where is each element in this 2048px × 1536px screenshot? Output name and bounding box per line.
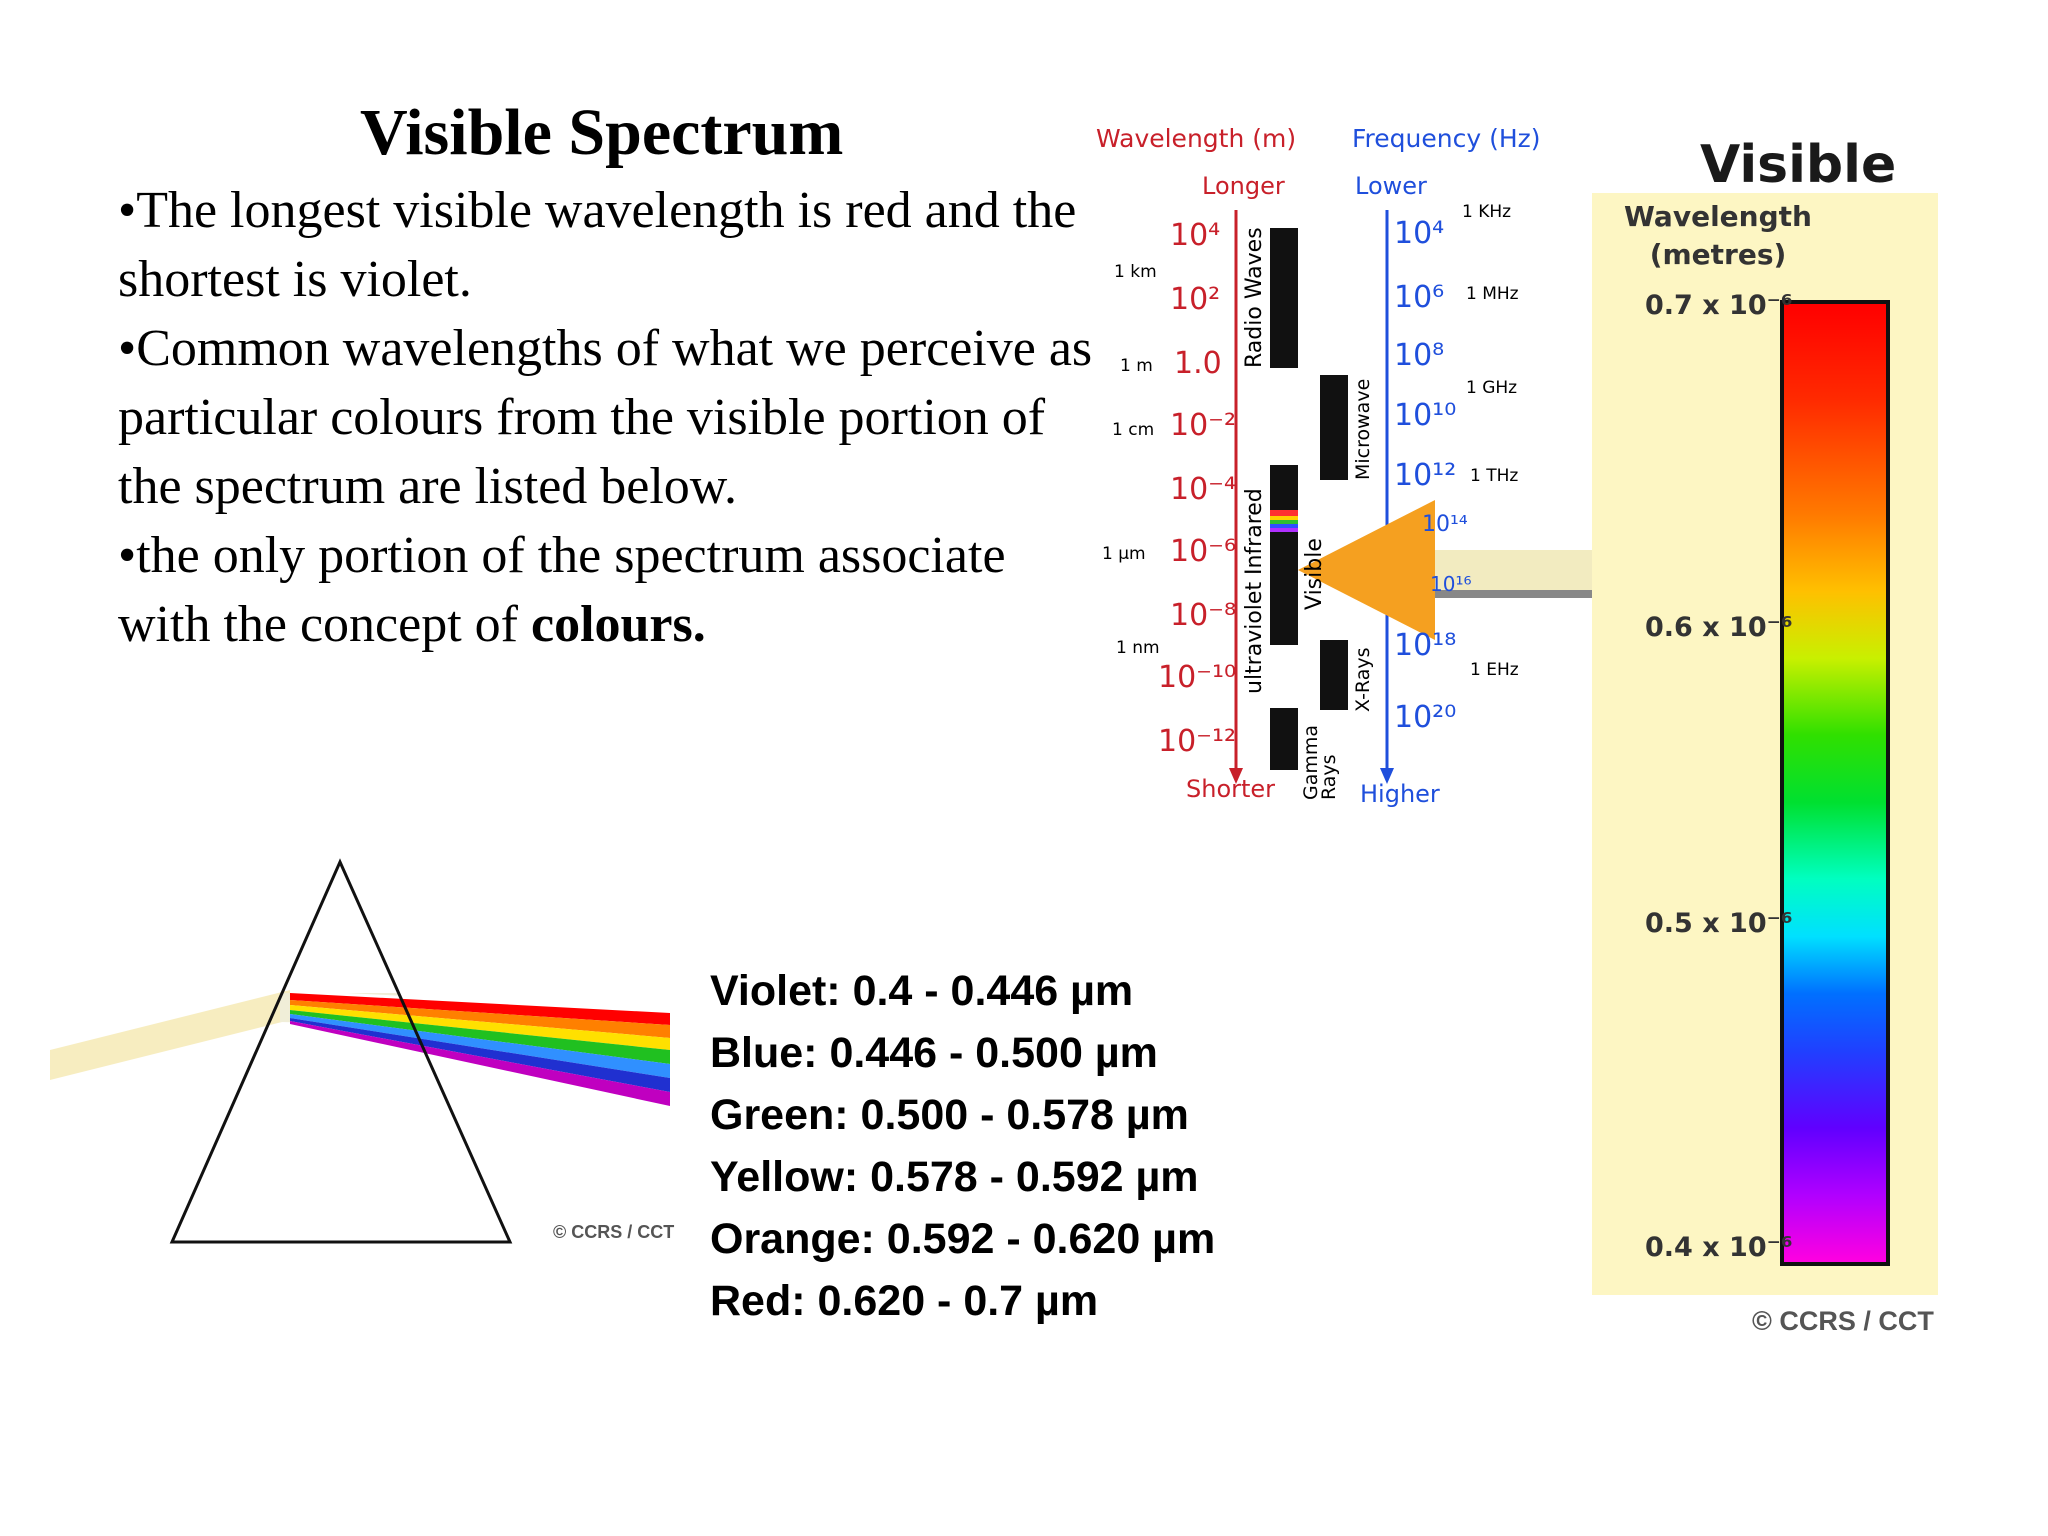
bullet-3-text: •the only portion of the spectrum associ… (118, 527, 1006, 653)
prism-illustration (50, 858, 670, 1244)
bullet-1: •The longest visible wavelength is red a… (118, 182, 1077, 308)
em-spectrum-diagram: Wavelength (m) Frequency (Hz) Longer Low… (1090, 120, 1600, 820)
wavelength-tick-3: 1.0 (1174, 346, 1222, 381)
visible-panel-credit: © CCRS / CCT (1752, 1306, 1934, 1336)
wavelength-tick-1: 10⁴ (1170, 218, 1221, 253)
frequency-tick-1: 10⁴ (1394, 216, 1445, 251)
wavelength-unit-nm: 1 nm (1116, 638, 1160, 658)
frequency-tick-6: 10¹⁴ (1422, 512, 1468, 537)
colour-range-blue: Blue: 0.446 - 0.500 µm (710, 1029, 1158, 1077)
prism-credit: © CCRS / CCT (553, 1222, 675, 1242)
frequency-lower-label: Lower (1355, 172, 1427, 200)
frequency-tick-3: 10⁸ (1394, 338, 1445, 373)
wavelength-tick-5: 10⁻⁴ (1170, 472, 1237, 507)
band-radio-waves: Radio Waves (1242, 227, 1267, 368)
frequency-header: Frequency (Hz) (1352, 124, 1541, 153)
visible-tick-2: 0.6 x 10⁻⁶ (1645, 612, 1793, 643)
colour-range-violet: Violet: 0.4 - 0.446 µm (710, 967, 1134, 1015)
wavelength-shorter-label: Shorter (1186, 775, 1276, 803)
wavelength-tick-8: 10⁻¹⁰ (1158, 660, 1237, 695)
band-microwave: Microwave (1352, 378, 1374, 480)
wavelength-tick-6: 10⁻⁶ (1170, 534, 1237, 569)
frequency-unit-thz: 1 THz (1470, 466, 1519, 486)
visible-panel-title: Visible (1700, 135, 1897, 195)
frequency-tick-4: 10¹⁰ (1394, 398, 1457, 433)
bullet-2: •Common wavelengths of what we perceive … (118, 320, 1093, 515)
frequency-tick-5: 10¹² (1394, 458, 1457, 493)
visible-tick-3: 0.5 x 10⁻⁶ (1645, 908, 1793, 939)
frequency-unit-ehz: 1 EHz (1470, 660, 1519, 680)
band-gamma-rays: Gamma Rays (1300, 724, 1340, 800)
band-ultraviolet: ultraviolet (1242, 581, 1267, 694)
colour-range-green: Green: 0.500 - 0.578 µm (710, 1091, 1189, 1139)
frequency-tick-9: 10²⁰ (1394, 700, 1457, 735)
band-visible: Visible (1302, 538, 1327, 610)
visible-tick-1: 0.7 x 10⁻⁶ (1645, 290, 1793, 321)
frequency-unit-ghz: 1 GHz (1466, 378, 1518, 398)
frequency-tick-7: 10¹⁶ (1430, 572, 1472, 596)
bullet-3-bold: colours. (530, 596, 706, 653)
colour-range-yellow: Yellow: 0.578 - 0.592 µm (710, 1153, 1199, 1201)
colour-range-list: Violet: 0.4 - 0.446 µm Blue: 0.446 - 0.5… (710, 960, 1215, 1332)
frequency-tick-2: 10⁶ (1394, 280, 1445, 315)
band-infrared: Infrared (1242, 488, 1267, 575)
visible-panel-subtitle-2: (metres) (1649, 238, 1787, 271)
wavelength-unit-m: 1 m (1120, 356, 1153, 376)
em-axes-svg (1229, 210, 1600, 784)
wavelength-unit-cm: 1 cm (1112, 420, 1155, 440)
visible-panel-subtitle-1: Wavelength (1624, 200, 1812, 233)
frequency-unit-khz: 1 KHz (1462, 202, 1512, 222)
frequency-unit-mhz: 1 MHz (1466, 284, 1519, 304)
frequency-higher-label: Higher (1360, 780, 1440, 808)
colour-range-orange: Orange: 0.592 - 0.620 µm (710, 1215, 1216, 1263)
frequency-tick-8: 10¹⁸ (1394, 628, 1457, 663)
wavelength-tick-9: 10⁻¹² (1158, 724, 1237, 759)
wavelength-longer-label: Longer (1202, 172, 1285, 200)
bullet-list: •The longest visible wavelength is red a… (118, 176, 1103, 659)
wavelength-header: Wavelength (m) (1096, 124, 1297, 153)
band-x-rays: X-Rays (1352, 647, 1374, 713)
wavelength-unit-um: 1 µm (1102, 544, 1146, 564)
visible-spectrum-bar (1780, 300, 1890, 1266)
wavelength-tick-4: 10⁻² (1170, 408, 1237, 443)
bullet-3: •the only portion of the spectrum associ… (118, 521, 1103, 659)
visible-tick-4: 0.4 x 10⁻⁶ (1645, 1232, 1793, 1263)
wavelength-tick-2: 10² (1170, 282, 1221, 317)
wavelength-tick-7: 10⁻⁸ (1170, 598, 1237, 633)
slide-title: Visible Spectrum (360, 96, 844, 169)
colour-range-red: Red: 0.620 - 0.7 µm (710, 1277, 1099, 1325)
wavelength-unit-km: 1 km (1114, 262, 1157, 282)
